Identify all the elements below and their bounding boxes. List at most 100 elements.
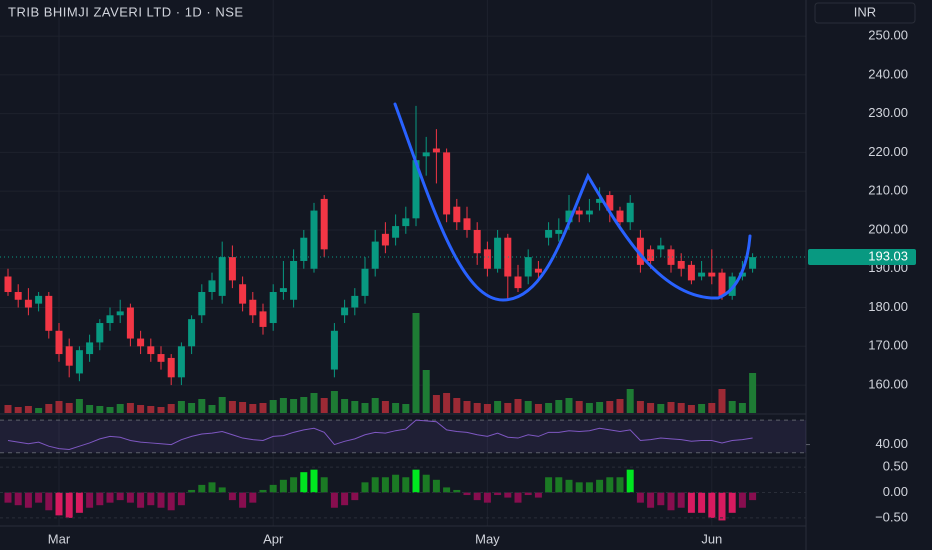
candle-body — [341, 307, 349, 316]
volume-bar — [198, 399, 206, 413]
volume-bar — [392, 403, 400, 413]
candle-body — [279, 288, 287, 293]
candle-body — [75, 350, 83, 374]
y-tick-label: 240.00 — [868, 66, 908, 81]
candle-body — [239, 284, 247, 304]
candle-body — [463, 218, 471, 230]
osc-bar — [402, 477, 410, 493]
y-tick-label: 210.00 — [868, 183, 908, 198]
currency-button[interactable] — [814, 2, 916, 24]
volume-bar — [361, 403, 369, 413]
candle-body — [524, 257, 532, 277]
osc-bar — [259, 489, 267, 493]
volume-bar — [300, 397, 308, 413]
osc-bar — [14, 492, 22, 506]
candle-body — [188, 319, 196, 347]
candle-body — [147, 346, 155, 355]
candle-body — [157, 354, 165, 362]
osc-bar — [126, 492, 134, 503]
osc-bar — [657, 492, 665, 506]
osc-bar — [75, 492, 83, 513]
y-tick-label: 200.00 — [868, 221, 908, 236]
osc-bar — [106, 492, 114, 503]
osc-bar — [524, 492, 532, 496]
osc-bar — [626, 469, 634, 493]
volume-bar — [636, 401, 644, 413]
volume-bar — [494, 401, 502, 413]
candle-body — [473, 229, 481, 254]
osc-bar — [494, 492, 502, 496]
candle-body — [514, 276, 522, 289]
candle-body — [116, 311, 124, 316]
candle-body — [65, 346, 73, 366]
volume-bar — [453, 398, 461, 413]
osc-tick-label: 0.50 — [883, 459, 908, 474]
candle-body — [167, 357, 175, 378]
osc-bar — [228, 492, 236, 501]
osc-bar — [698, 492, 706, 513]
volume-bar — [188, 403, 196, 413]
volume-bar — [616, 399, 624, 413]
candle-body — [443, 152, 451, 215]
volume-bar — [75, 399, 83, 413]
osc-bar — [320, 477, 328, 493]
volume-bar — [555, 400, 563, 413]
osc-bar — [24, 492, 32, 508]
osc-bar — [351, 492, 359, 501]
candle-body — [483, 249, 491, 269]
volume-bar — [279, 398, 287, 413]
osc-bar — [35, 492, 43, 503]
pattern-drawing — [393, 102, 752, 302]
osc-bar — [371, 477, 379, 493]
volume-bar — [626, 389, 634, 413]
candle-body — [96, 323, 104, 343]
rsi-tick-label: 40.00 — [875, 436, 908, 451]
volume-bar — [45, 404, 53, 413]
volume-bar — [718, 389, 726, 413]
x-tick-label: Jun — [701, 531, 722, 546]
osc-bar — [330, 492, 338, 508]
volume-bar — [524, 401, 532, 413]
candle-body — [677, 260, 685, 269]
osc-bar — [341, 492, 349, 506]
volume-bar — [126, 403, 134, 413]
volume-bar — [565, 398, 573, 413]
candle-body — [14, 292, 22, 300]
x-tick-label: Mar — [48, 531, 71, 546]
volume-bar — [55, 401, 63, 413]
osc-bar — [443, 487, 451, 493]
candle-body — [259, 311, 267, 327]
osc-bar — [687, 492, 695, 513]
candle-body — [494, 237, 502, 269]
candle-body — [636, 237, 644, 265]
osc-bar — [565, 479, 573, 493]
candle-body — [545, 229, 553, 238]
volume-bar — [320, 398, 328, 413]
osc-bar — [463, 492, 471, 496]
volume-bar — [137, 405, 145, 413]
candle-body — [371, 241, 379, 269]
y-tick-label: 220.00 — [868, 144, 908, 159]
osc-bar — [585, 482, 593, 493]
currency-label[interactable]: INR — [854, 4, 876, 19]
volume-bar — [86, 405, 94, 413]
volume-bar — [596, 402, 604, 413]
osc-bar — [239, 492, 247, 508]
candle-body — [708, 272, 716, 277]
osc-bar — [422, 474, 430, 493]
candle-body — [45, 295, 53, 331]
osc-bar — [473, 492, 481, 501]
osc-bar — [177, 492, 185, 506]
candle-body — [177, 346, 185, 378]
volume-bar — [677, 403, 685, 413]
osc-bar — [555, 477, 563, 493]
osc-bar — [86, 492, 94, 508]
candle-body — [381, 233, 389, 246]
osc-bar — [96, 492, 104, 506]
volume-bar — [371, 398, 379, 413]
volume-bar — [157, 407, 165, 413]
candle-body — [208, 280, 216, 293]
osc-bar — [116, 492, 124, 501]
volume-bar — [14, 407, 22, 413]
volume-bar — [728, 401, 736, 413]
